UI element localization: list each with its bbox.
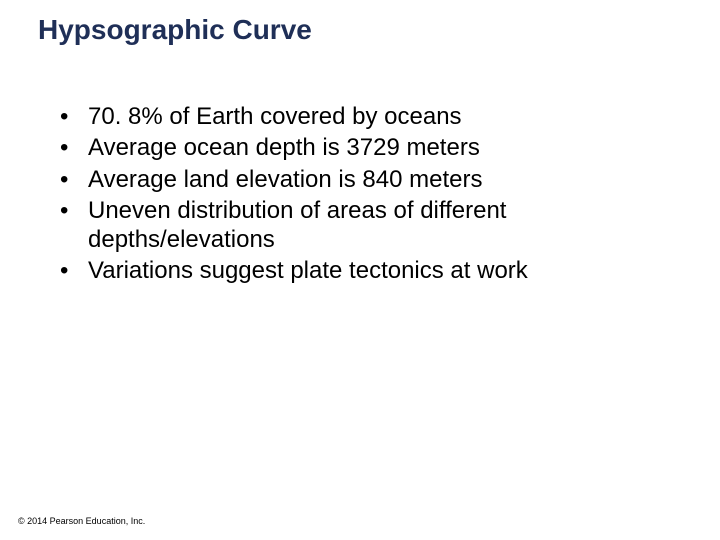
slide-title: Hypsographic Curve [38,14,312,46]
bullet-text: Average land elevation is 840 meters [88,166,482,193]
list-item: Variations suggest plate tectonics at wo… [54,256,680,285]
copyright-footer: © 2014 Pearson Education, Inc. [18,516,145,526]
list-item: Average ocean depth is 3729 meters [54,133,680,162]
bullet-text: Uneven distribution of areas of differen… [88,197,506,253]
slide: Hypsographic Curve 70. 8% of Earth cover… [0,0,720,540]
list-item: Uneven distribution of areas of differen… [54,196,680,255]
slide-body: 70. 8% of Earth covered by oceans Averag… [54,102,680,288]
bullet-text: Average ocean depth is 3729 meters [88,134,480,161]
bullet-text: 70. 8% of Earth covered by oceans [88,103,462,130]
bullet-text: Variations suggest plate tectonics at wo… [88,257,528,284]
bullet-list: 70. 8% of Earth covered by oceans Averag… [54,102,680,286]
list-item: 70. 8% of Earth covered by oceans [54,102,680,131]
list-item: Average land elevation is 840 meters [54,165,680,194]
